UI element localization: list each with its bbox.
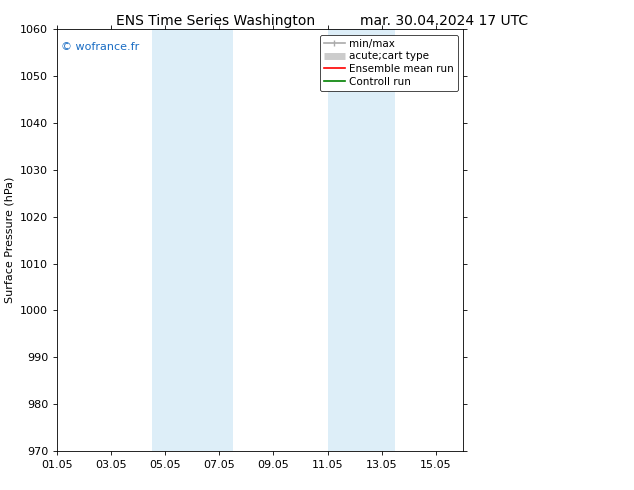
Bar: [328, 29, 354, 451]
Bar: [152, 29, 206, 451]
Text: © wofrance.fr: © wofrance.fr: [61, 42, 139, 52]
Text: ENS Time Series Washington: ENS Time Series Washington: [116, 14, 315, 28]
Bar: [206, 29, 233, 451]
Text: mar. 30.04.2024 17 UTC: mar. 30.04.2024 17 UTC: [359, 14, 528, 28]
Legend: min/max, acute;cart type, Ensemble mean run, Controll run: min/max, acute;cart type, Ensemble mean …: [320, 35, 458, 91]
Y-axis label: Surface Pressure (hPa): Surface Pressure (hPa): [4, 177, 15, 303]
Bar: [354, 29, 395, 451]
